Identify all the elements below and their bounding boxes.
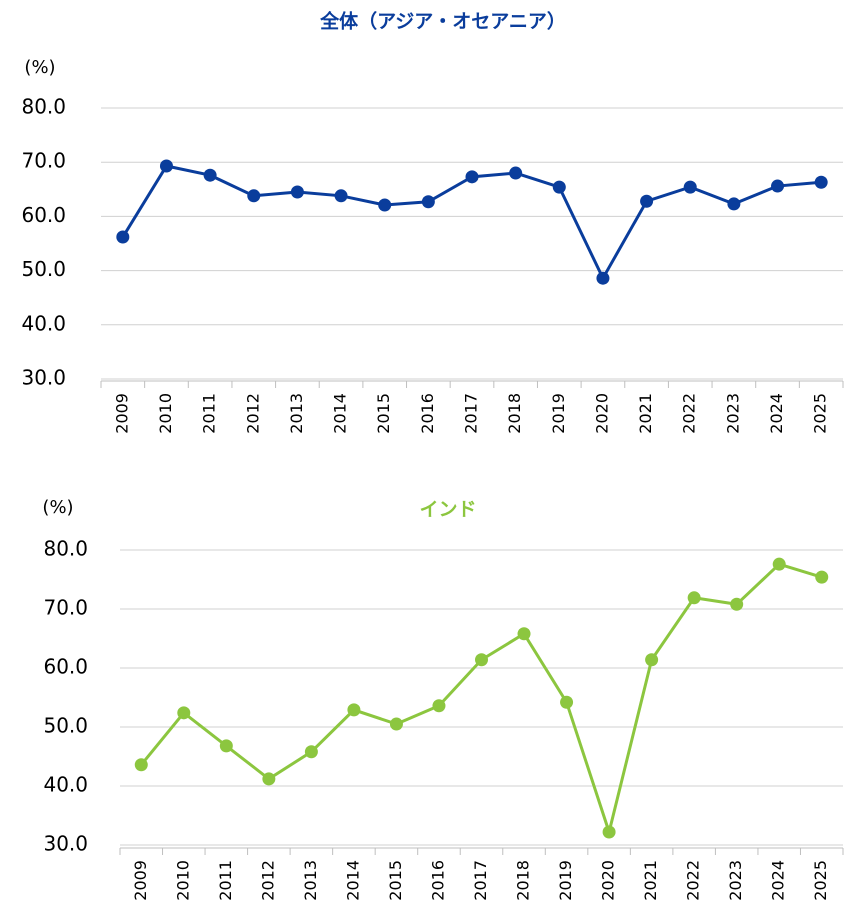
y-tick-label: 30.0 (43, 832, 88, 856)
data-point (334, 189, 348, 203)
data-point (552, 180, 566, 194)
data-point (389, 717, 403, 731)
x-tick-label: 2009 (131, 860, 150, 901)
y-tick-label: 70.0 (43, 596, 88, 620)
chart-title: 全体（アジア・オセアニア） (319, 10, 566, 33)
x-tick-label: 2019 (556, 860, 575, 901)
y-tick-label: 80.0 (21, 95, 66, 119)
y-tick-label: 40.0 (21, 311, 66, 335)
x-tick-label: 2022 (680, 393, 699, 434)
data-point (177, 706, 191, 720)
y-tick-label: 70.0 (21, 149, 66, 173)
data-point (203, 168, 217, 182)
x-tick-label: 2024 (767, 393, 786, 434)
x-tick-label: 2016 (418, 393, 437, 434)
data-point (596, 271, 610, 285)
data-point (116, 230, 130, 244)
x-tick-label: 2020 (599, 860, 618, 901)
x-tick-label: 2014 (331, 393, 350, 434)
data-point (378, 198, 392, 212)
data-point (432, 699, 446, 713)
x-tick-label: 2018 (514, 860, 533, 901)
y-axis-unit: (%) (42, 497, 73, 518)
data-point (517, 627, 531, 641)
y-tick-label: 60.0 (21, 203, 66, 227)
data-point (772, 557, 786, 571)
x-tick-label: 2024 (769, 860, 788, 901)
data-point (134, 758, 148, 772)
data-point (465, 170, 479, 184)
data-point (814, 175, 828, 189)
x-tick-label: 2015 (386, 860, 405, 901)
x-tick-label: 2023 (726, 860, 745, 901)
data-point (347, 703, 361, 717)
x-tick-label: 2022 (684, 860, 703, 901)
x-tick-label: 2010 (173, 860, 192, 901)
x-tick-label: 2012 (243, 393, 262, 434)
y-tick-label: 60.0 (43, 655, 88, 679)
data-point (730, 597, 744, 611)
data-point (645, 653, 659, 667)
data-point (290, 185, 304, 199)
data-point (159, 159, 173, 173)
x-tick-label: 2013 (301, 860, 320, 901)
x-tick-label: 2020 (592, 393, 611, 434)
y-tick-label: 50.0 (21, 257, 66, 281)
x-tick-label: 2017 (462, 393, 481, 434)
x-tick-label: 2023 (723, 393, 742, 434)
y-tick-label: 50.0 (43, 714, 88, 738)
x-tick-label: 2016 (428, 860, 447, 901)
data-point (560, 695, 574, 709)
data-point (247, 189, 261, 203)
y-axis-unit: (%) (24, 57, 55, 78)
x-tick-label: 2011 (200, 393, 219, 434)
data-point (219, 739, 233, 753)
data-point (262, 772, 276, 786)
x-tick-label: 2017 (471, 860, 490, 901)
data-point (421, 195, 435, 209)
x-tick-label: 2012 (258, 860, 277, 901)
data-point (475, 653, 488, 667)
x-tick-label: 2021 (641, 860, 660, 901)
y-tick-label: 30.0 (21, 366, 66, 390)
x-tick-label: 2021 (636, 393, 655, 434)
data-point (304, 745, 318, 759)
chart-title: インド (419, 499, 476, 521)
data-point (509, 166, 523, 180)
x-tick-label: 2014 (343, 860, 362, 901)
x-tick-label: 2025 (811, 860, 830, 901)
x-tick-label: 2009 (112, 393, 131, 434)
y-tick-label: 40.0 (43, 773, 88, 797)
series-line (140, 562, 823, 838)
data-point (640, 194, 654, 208)
x-tick-label: 2011 (216, 860, 235, 901)
data-point (771, 179, 785, 193)
x-tick-label: 2025 (811, 393, 830, 434)
x-tick-label: 2019 (549, 393, 568, 434)
x-tick-label: 2018 (505, 393, 524, 434)
data-point (687, 591, 701, 605)
x-tick-label: 2015 (374, 393, 393, 434)
data-point (727, 197, 741, 211)
data-point (815, 570, 829, 584)
data-point (602, 825, 616, 839)
y-tick-label: 80.0 (43, 537, 88, 561)
x-tick-label: 2013 (287, 393, 306, 434)
x-tick-label: 2010 (156, 393, 175, 434)
data-point (683, 180, 697, 194)
